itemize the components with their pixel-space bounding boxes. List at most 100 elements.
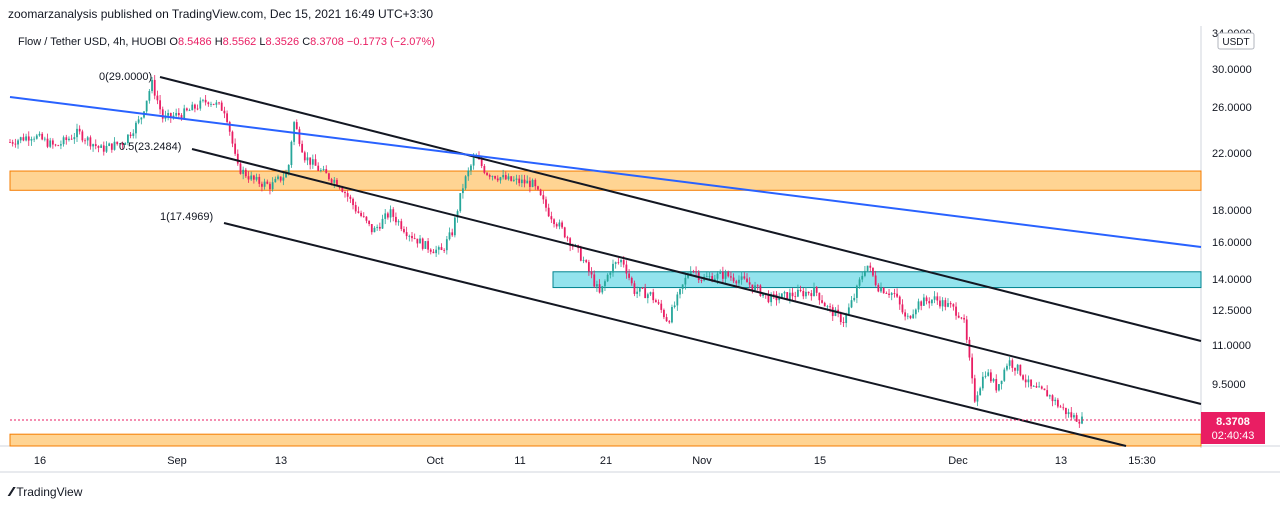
candle [968,336,971,361]
zones-layer [9,170,1202,447]
candle [912,309,915,319]
candle [507,173,510,181]
candle [598,279,601,294]
candle [129,132,132,139]
descending-trendline[interactable] [9,96,1202,248]
candle [86,135,89,146]
candle [818,292,821,305]
candle [207,101,210,107]
candle [561,220,563,230]
candle [443,248,446,253]
currency-badge[interactable] [1217,32,1255,50]
price-tick-label: 22.0000 [1212,148,1252,160]
candle [984,371,987,379]
last-price-value: 8.3708 [1216,416,1250,428]
candle [220,100,223,111]
candle [416,238,419,248]
candle [922,293,925,306]
candle [73,132,76,144]
candle [732,273,735,284]
candle [928,297,931,309]
candle [161,106,164,123]
candle [957,312,960,319]
candle [692,269,695,274]
candle [676,291,679,311]
candle [810,289,813,301]
time-tick-label: Nov [692,455,712,467]
candle [606,273,609,283]
candle [992,377,995,383]
candle [159,95,161,115]
candle [191,101,194,111]
candle [328,172,330,182]
candle [1081,412,1083,425]
candle [730,271,732,281]
candle [35,133,38,140]
candle [708,271,711,280]
candle [54,143,57,147]
candle [448,227,451,241]
candle [719,269,722,275]
candle [976,391,979,407]
price-axis[interactable]: 30.0000 26.0000 22.0000 18.0000 16.0000 14.00… [1212,28,1255,391]
candle [1027,375,1030,388]
candle [437,245,440,255]
candle [987,369,990,377]
candle [837,304,840,318]
candle [842,317,845,327]
candle [271,177,274,192]
candle [496,175,499,183]
candle [108,142,111,147]
candle [783,290,786,298]
candle [51,138,54,149]
bottom-support-zone[interactable] [9,433,1202,447]
time-axis[interactable]: 16 Sep 13 Oct 11 21 Nov 15 Dec 13 15:30 [34,455,1156,467]
candle [301,140,304,153]
candle [1019,364,1022,377]
candle [403,226,405,234]
candle [654,298,657,303]
time-tick-label: 13 [275,455,287,467]
candle [1075,412,1078,422]
candle [19,136,22,144]
candle [188,108,191,112]
candle [57,144,60,147]
candle [295,119,298,130]
candle [657,299,660,305]
candle [700,279,703,284]
price-chart[interactable]: 0(29.0000) 0.5(23.2484) 1(17.4969) 30.00… [0,26,1280,474]
time-tick-label: 16 [34,455,46,467]
candle [210,101,212,107]
channel-upper-line[interactable] [159,76,1202,342]
legend-open-label: O [169,36,178,48]
candle [671,304,673,324]
candle [424,241,427,250]
candle [218,101,220,105]
candle [807,291,810,296]
candle [30,136,33,146]
candle [920,300,923,311]
upper-resistance-zone[interactable] [9,170,1202,191]
tradingview-logo[interactable]: ⁄⁄ TradingView [10,484,82,499]
candle [236,149,239,166]
candle [802,287,805,300]
candle [1038,381,1041,388]
candle [92,143,94,152]
candle [346,190,349,202]
time-tick-label: Dec [948,455,968,467]
candle [408,234,411,242]
candle [405,226,408,240]
candle [494,175,496,180]
candle [277,174,279,181]
legend-high: 8.5562 [222,36,257,48]
candle [156,90,159,105]
mid-zone[interactable] [552,271,1202,289]
candle [998,384,1000,392]
channel-middle-line[interactable] [191,148,1202,405]
candle [226,110,228,124]
candle [311,154,314,169]
channel-lower-line[interactable] [223,222,1127,447]
candle [135,120,137,139]
candle [558,219,561,230]
candle [625,260,628,279]
